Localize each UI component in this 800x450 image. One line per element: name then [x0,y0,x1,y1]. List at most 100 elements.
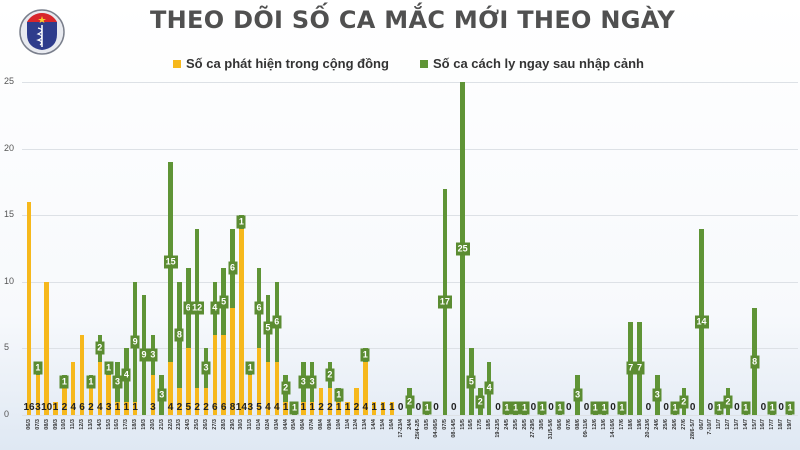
community-value-label: 14 [235,402,247,413]
x-tick-label: 11/3 [70,419,77,430]
legend-item-quarantine: Số ca cách ly ngay sau nhập cảnh [420,56,644,71]
x-tick-label: 08/3 [43,419,50,430]
community-value-label: 2 [327,402,333,413]
quarantine-value-label: 5 [466,375,476,389]
community-value-label: 0 [734,402,740,413]
community-value-label: 3 [150,402,156,413]
bar-community [256,348,262,415]
community-value-label: 4 [362,402,369,413]
x-tick-label: 19/6 [636,419,643,430]
x-tick-label: 12/4 [353,419,360,430]
quarantine-value-label: 1 [670,401,680,415]
quarantine-value-label: 1 [104,361,114,375]
x-tick-label: 7-10/7 [707,419,714,435]
x-tick-label: 24/3 [185,419,192,430]
quarantine-value-label: 1 [767,401,777,415]
community-value-label: 1 [380,402,386,413]
community-value-label: 2 [194,402,200,413]
quarantine-value-label: 1 [555,401,565,415]
quarantine-value-label: 2 [325,368,335,382]
bar-community [327,388,333,415]
x-tick-label: 12/7 [725,419,732,430]
community-value-label: 1 [114,402,121,413]
x-tick-label: 11/7 [716,419,723,430]
x-tick-label: 30/3 [238,419,245,430]
x-tick-label: 07/3 [34,419,41,430]
x-tick-label: 15/4 [379,419,386,430]
bar-community [106,375,111,415]
community-value-label: 3 [247,402,253,413]
x-tick-label: 19-23/5 [494,419,501,438]
quarantine-value-label: 1 [360,348,370,362]
x-tick-label: 14/3 [96,419,103,430]
x-tick-label: 25/3 [194,419,201,430]
quarantine-value-label: 6 [183,301,193,315]
bar-community [53,401,58,415]
x-tick-label: 29/3 [229,419,236,430]
bar-community [371,401,377,415]
community-value-label: 1 [371,402,377,413]
community-value-label: 6 [79,402,85,413]
x-tick-label: 04-06/5 [433,419,440,438]
community-value-label: 2 [88,402,94,413]
quarantine-value-label: 1 [422,401,432,415]
gridline [22,281,798,283]
bar-community [380,401,386,415]
x-tick-label: 10/4 [335,419,342,430]
ministry-of-health-logo [18,6,66,66]
bar-community [62,388,67,415]
bar-community [318,388,324,415]
community-value-label: 0 [689,402,696,413]
legend-swatch-green [420,59,428,68]
quarantine-value-label: 4 [121,368,131,382]
quarantine-value-label: 1 [714,401,724,415]
community-value-label: 0 [778,402,784,413]
community-value-label: 2 [353,402,360,413]
bar-community [239,228,244,415]
community-value-label: 6 [220,402,227,413]
x-tick-label: 20/3 [149,419,156,430]
x-tick-label: 28/6-5/7 [689,419,696,440]
bar-community [115,401,120,415]
x-tick-label: 26/5 [521,419,528,430]
quarantine-value-label: 14 [694,315,709,329]
community-value-label: 0 [450,402,457,413]
bar-community [132,401,138,415]
x-tick-label: 27-29/5 [530,419,537,438]
x-tick-label: 08/6 [574,419,581,430]
bar-community [301,401,306,415]
community-value-label: 2 [318,402,324,413]
quarantine-value-label: 1 [86,375,96,389]
community-value-label: 0 [530,402,537,413]
community-value-label: 1 [132,402,138,413]
x-tick-label: 15/5 [459,419,466,430]
legend-swatch-yellow [173,59,181,68]
x-tick-label: 26/6 [671,419,678,430]
quarantine-value-label: 15 [163,255,178,269]
x-tick-label: 27/3 [211,419,218,430]
bar-community [247,375,253,415]
quarantine-value-label: 7 [635,361,645,375]
bar-community [309,401,315,415]
x-tick-label: 25/6 [663,419,670,430]
x-tick-label: 24/4 [406,419,413,430]
quarantine-value-label: 3 [157,388,167,402]
community-value-label: 8 [229,402,236,413]
quarantine-value-label: 1 [502,401,512,415]
quarantine-value-label: 25 [455,242,470,255]
y-tick-label: 10 [4,275,15,286]
bar-community [79,335,85,415]
quarantine-value-label: 2 [281,381,291,395]
quarantine-value-label: 2 [404,395,415,409]
x-tick-label: 19/3 [141,419,148,430]
x-tick-label: 14/4 [371,419,378,430]
bar-community [177,388,182,415]
community-value-label: 1 [52,402,59,413]
y-tick-label: 15 [4,209,15,220]
x-tick-label: 03/4 [273,419,280,430]
community-value-label: 4 [167,402,174,413]
x-tick-label: 26/3 [202,419,209,430]
x-tick-label: 18/6 [627,419,634,430]
x-tick-label: 07/4 [309,419,316,430]
x-tick-label: 07/6 [565,419,572,430]
